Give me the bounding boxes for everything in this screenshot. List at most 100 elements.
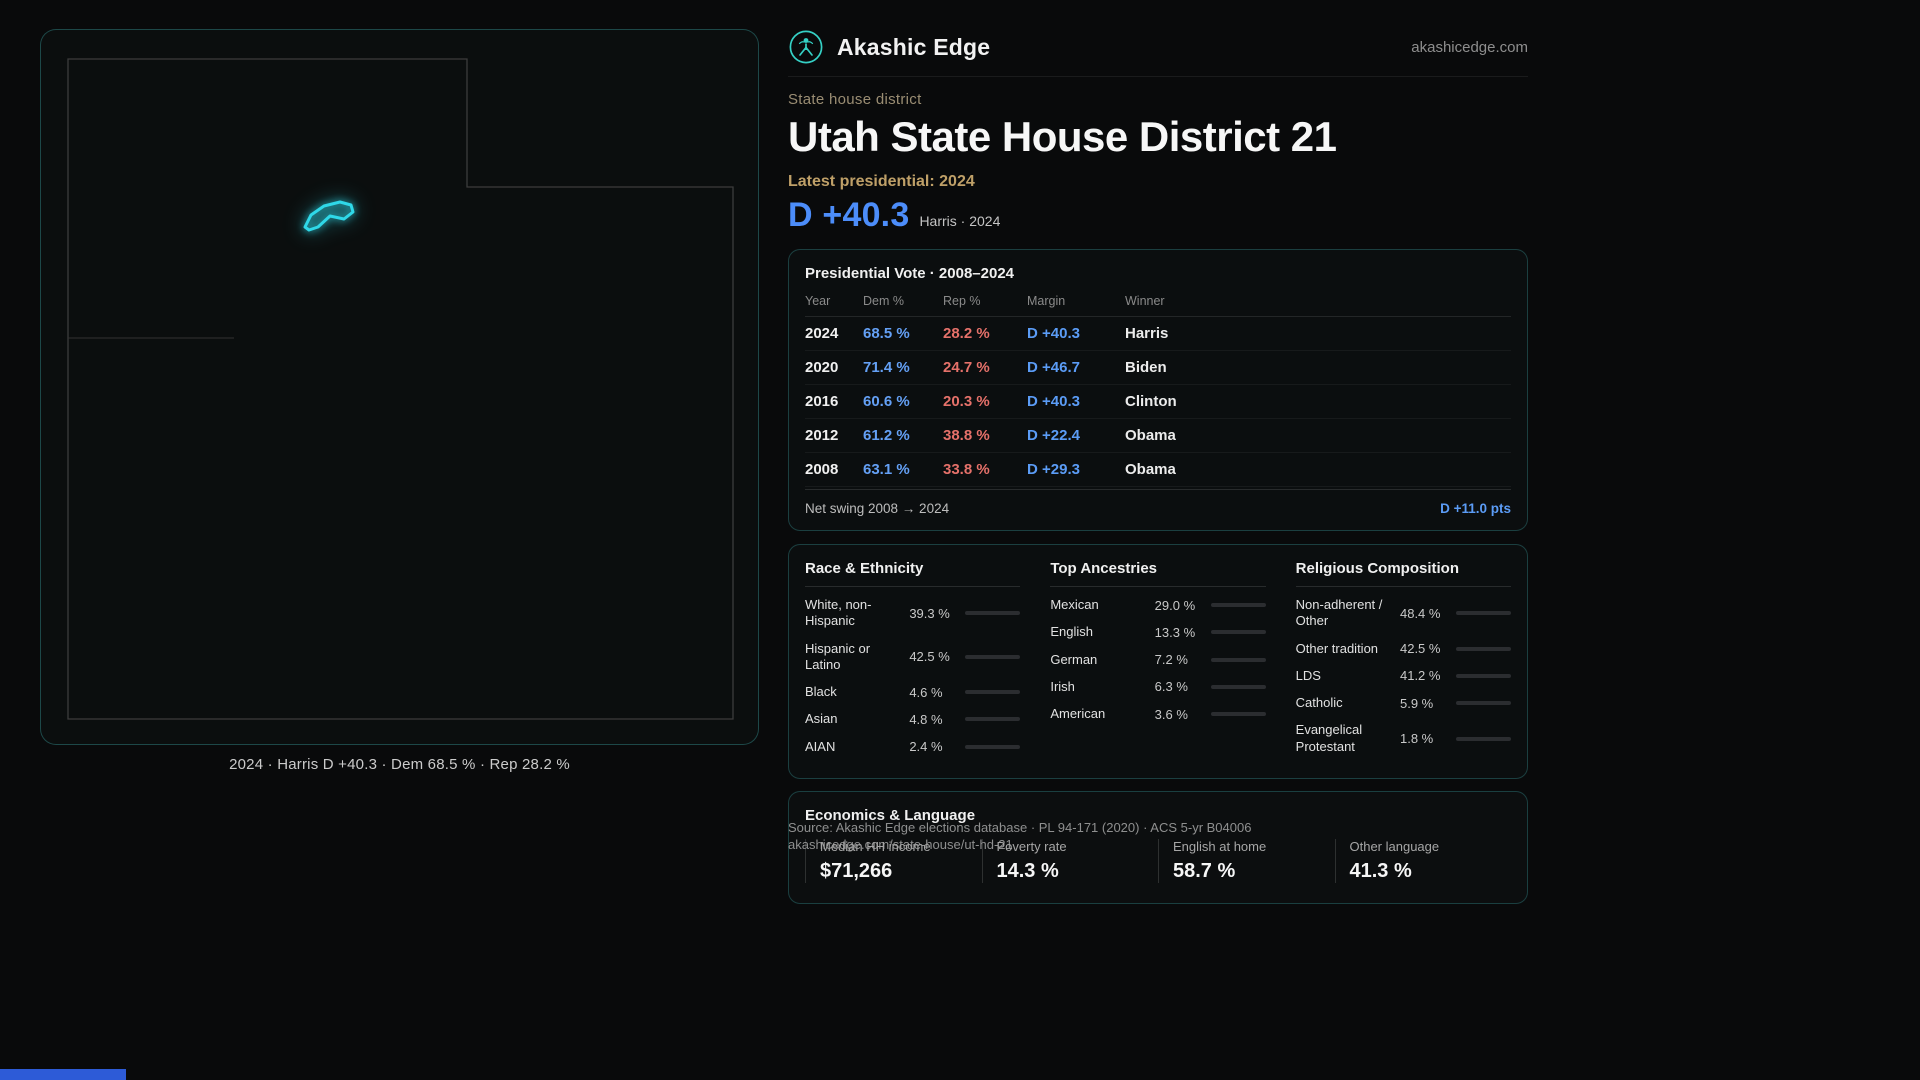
cell-margin: D +29.3	[1027, 460, 1080, 478]
stat-poverty-rate: Poverty rate 14.3 %	[981, 839, 1159, 884]
cell-dem: 61.2 %	[863, 426, 910, 444]
list-item: German 7.2 %	[1050, 646, 1266, 673]
cell-winner: Clinton	[1125, 392, 1177, 410]
religion-bar	[1455, 611, 1511, 616]
stat-label: English at home	[1173, 839, 1267, 855]
religion-label: Evangelical Protestant	[1295, 722, 1363, 754]
list-item: Catholic 5.9 %	[1296, 690, 1511, 717]
race-label: Asian	[805, 711, 838, 727]
cell-winner: Obama	[1125, 460, 1176, 478]
ancestry-bar	[1210, 657, 1266, 662]
stat-label: Poverty rate	[996, 839, 1067, 855]
list-item: English 13.3 %	[1050, 619, 1266, 646]
list-item: AIAN 2.4 %	[805, 733, 1021, 760]
cell-rep: 24.7 %	[943, 358, 990, 376]
cell-dem: 68.5 %	[863, 324, 910, 342]
stat-value: 14.3 %	[996, 860, 1059, 883]
kicker-label: State house district	[788, 91, 922, 108]
ancestry-value: 13.3 %	[1154, 624, 1196, 640]
religion-label: Other tradition	[1295, 640, 1379, 656]
religion-bar	[1455, 736, 1511, 741]
stat-value: 41.3 %	[1349, 860, 1412, 883]
state-map	[67, 58, 734, 720]
race-bar	[965, 690, 1021, 695]
race-bar	[965, 717, 1021, 722]
ancestries-column: Top Ancestries Mexican 29.0 % English 13…	[1050, 560, 1266, 761]
list-item: Irish 6.3 %	[1050, 673, 1266, 700]
ancestry-value: 29.0 %	[1154, 597, 1196, 613]
ancestries-title: Top Ancestries	[1050, 560, 1266, 587]
race-label: White, non-Hispanic	[805, 597, 872, 629]
race-value: 4.6 %	[909, 684, 943, 700]
ancestry-label: American	[1050, 706, 1106, 722]
race-bar	[965, 744, 1021, 749]
col-header-margin: Margin	[1027, 293, 1066, 308]
map-caption: 2024 · Harris D +40.3 · Dem 68.5 % · Rep…	[229, 756, 570, 773]
brand-name: Akashic Edge	[837, 33, 991, 60]
list-item: Mexican 29.0 %	[1050, 592, 1266, 619]
cell-winner: Harris	[1125, 324, 1169, 342]
list-item: American 3.6 %	[1050, 701, 1266, 728]
utah-outline	[67, 58, 734, 720]
race-bar	[965, 611, 1021, 616]
cell-margin: D +22.4	[1027, 426, 1080, 444]
page-title: Utah State House District 21	[788, 113, 1337, 160]
ancestry-value: 7.2 %	[1154, 652, 1188, 668]
net-swing-label: Net swing 2008 → 2024	[805, 500, 950, 516]
cell-rep: 33.8 %	[943, 460, 990, 478]
race-value: 42.5 %	[909, 649, 950, 665]
race-ethnicity-title: Race & Ethnicity	[805, 560, 1021, 587]
cell-year: 2012	[805, 426, 839, 444]
ancestry-bar	[1210, 603, 1266, 608]
race-label: Hispanic or Latino	[805, 640, 871, 672]
table-row: 2024 68.5 % 28.2 % D +40.3 Harris	[805, 317, 1511, 351]
presidential-card-title: Presidential Vote · 2008–2024	[805, 264, 1015, 282]
stat-other-language: Other language 41.3 %	[1334, 839, 1512, 884]
cell-dem: 60.6 %	[863, 392, 910, 410]
col-header-dem: Dem %	[863, 293, 904, 308]
race-label: AIAN	[805, 738, 836, 754]
stat-median-income: Median HH income $71,266	[805, 839, 982, 884]
headline-margin-value: D +40.3	[788, 195, 910, 234]
latest-presidential-label: Latest presidential: 2024	[788, 172, 975, 190]
cell-rep: 38.8 %	[943, 426, 990, 444]
cell-winner: Obama	[1125, 426, 1176, 444]
ancestry-bar	[1210, 712, 1266, 717]
stat-value: $71,266	[820, 860, 893, 883]
table-row: 2020 71.4 % 24.7 % D +46.7 Biden	[805, 351, 1511, 385]
list-item: White, non-Hispanic 39.3 %	[805, 592, 1021, 636]
ancestry-value: 6.3 %	[1154, 679, 1188, 695]
ancestry-label: German	[1050, 651, 1098, 667]
cell-year: 2020	[805, 358, 839, 376]
district-shape[interactable]	[303, 200, 355, 232]
list-item: Non-adherent / Other 48.4 %	[1296, 592, 1511, 636]
cell-rep: 20.3 %	[943, 392, 990, 410]
race-value: 39.3 %	[909, 605, 950, 621]
list-item: Hispanic or Latino 42.5 %	[805, 635, 1021, 679]
demographics-card: Race & Ethnicity White, non-Hispanic 39.…	[788, 543, 1528, 780]
race-value: 2.4 %	[909, 739, 943, 755]
headline-margin-context: Harris · 2024	[919, 212, 1001, 229]
presidential-table-header: Year Dem % Rep % Margin Winner	[805, 294, 1511, 317]
brand-logo-icon	[789, 30, 823, 64]
presidential-vote-card: Presidential Vote · 2008–2024 Year Dem %…	[788, 248, 1528, 531]
religion-value: 42.5 %	[1399, 641, 1441, 657]
ancestry-label: English	[1050, 624, 1093, 640]
col-header-winner: Winner	[1125, 293, 1165, 308]
race-value: 4.8 %	[909, 711, 943, 727]
religion-bar	[1455, 701, 1511, 706]
map-panel	[40, 29, 759, 745]
religion-value: 48.4 %	[1399, 605, 1441, 621]
site-link[interactable]: akashicedge.com	[1411, 38, 1528, 56]
religion-label: Catholic	[1295, 695, 1343, 711]
table-row: 2016 60.6 % 20.3 % D +40.3 Clinton	[805, 385, 1511, 419]
economics-stats-row: Median HH income $71,266 Poverty rate 14…	[805, 839, 1512, 884]
religion-bar	[1455, 646, 1511, 651]
stat-value: 58.7 %	[1173, 860, 1236, 883]
list-item: Other tradition 42.5 %	[1296, 635, 1511, 662]
col-header-year: Year	[805, 293, 831, 308]
list-item: Black 4.6 %	[805, 679, 1021, 706]
ancestry-value: 3.6 %	[1154, 706, 1188, 722]
cell-year: 2008	[805, 460, 839, 478]
